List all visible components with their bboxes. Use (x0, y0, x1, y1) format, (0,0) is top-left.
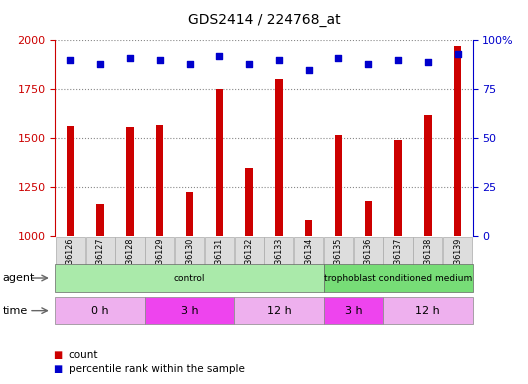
Bar (383, 237, 413, 272)
Text: trophoblast conditioned medium: trophoblast conditioned medium (324, 273, 472, 283)
Bar (305, 220, 313, 236)
Bar (413, 237, 442, 272)
Text: GSM136126: GSM136126 (66, 238, 75, 286)
Bar (67, 126, 74, 236)
Text: ■: ■ (53, 350, 62, 360)
Point (454, 51, 462, 57)
Bar (265, 237, 294, 272)
Text: count: count (69, 350, 98, 360)
Bar (324, 237, 353, 272)
Bar (56, 237, 85, 272)
Text: GSM136135: GSM136135 (334, 238, 343, 286)
Bar (145, 237, 174, 272)
Text: GSM136130: GSM136130 (185, 238, 194, 286)
Bar (156, 124, 164, 236)
Bar (335, 135, 342, 236)
Point (96, 61, 105, 67)
Text: GSM136136: GSM136136 (364, 238, 373, 286)
Bar (215, 89, 223, 236)
Text: GSM136133: GSM136133 (275, 238, 284, 286)
Point (275, 57, 283, 63)
Point (394, 57, 402, 63)
Text: GSM136137: GSM136137 (393, 238, 402, 286)
Text: 3 h: 3 h (345, 306, 362, 316)
Text: GSM136128: GSM136128 (126, 238, 135, 286)
Bar (115, 237, 145, 272)
Bar (354, 237, 383, 272)
Text: control: control (174, 273, 205, 283)
Bar (126, 127, 134, 236)
Bar (246, 167, 253, 236)
Bar (394, 140, 402, 236)
Text: time: time (3, 306, 28, 316)
Text: 3 h: 3 h (181, 306, 199, 316)
Text: GSM136138: GSM136138 (423, 238, 432, 286)
Text: GSM136131: GSM136131 (215, 238, 224, 286)
Text: GSM136132: GSM136132 (244, 238, 253, 286)
Point (155, 57, 164, 63)
Text: 12 h: 12 h (416, 306, 440, 316)
Bar (86, 237, 115, 272)
Bar (97, 204, 104, 236)
Bar (234, 237, 263, 272)
Text: percentile rank within the sample: percentile rank within the sample (69, 364, 244, 374)
Point (334, 55, 343, 61)
Point (305, 67, 313, 73)
Bar (364, 201, 372, 236)
Bar (205, 237, 234, 272)
Point (126, 55, 134, 61)
Bar (424, 115, 431, 236)
Point (364, 61, 373, 67)
Bar (186, 192, 193, 236)
Text: GSM136134: GSM136134 (304, 238, 313, 286)
Text: 12 h: 12 h (267, 306, 291, 316)
Point (215, 53, 223, 59)
Text: 0 h: 0 h (91, 306, 109, 316)
Text: GSM136129: GSM136129 (155, 238, 164, 286)
Point (423, 59, 432, 65)
Bar (294, 237, 323, 272)
Bar (454, 46, 461, 236)
Text: agent: agent (3, 273, 35, 283)
Point (245, 61, 253, 67)
Point (66, 57, 74, 63)
Text: GSM136127: GSM136127 (96, 238, 105, 286)
Text: GDS2414 / 224768_at: GDS2414 / 224768_at (187, 13, 341, 27)
Text: ■: ■ (53, 364, 62, 374)
Point (185, 61, 194, 67)
Bar (175, 237, 204, 272)
Bar (443, 237, 472, 272)
Bar (275, 78, 282, 236)
Text: GSM136139: GSM136139 (453, 238, 462, 286)
